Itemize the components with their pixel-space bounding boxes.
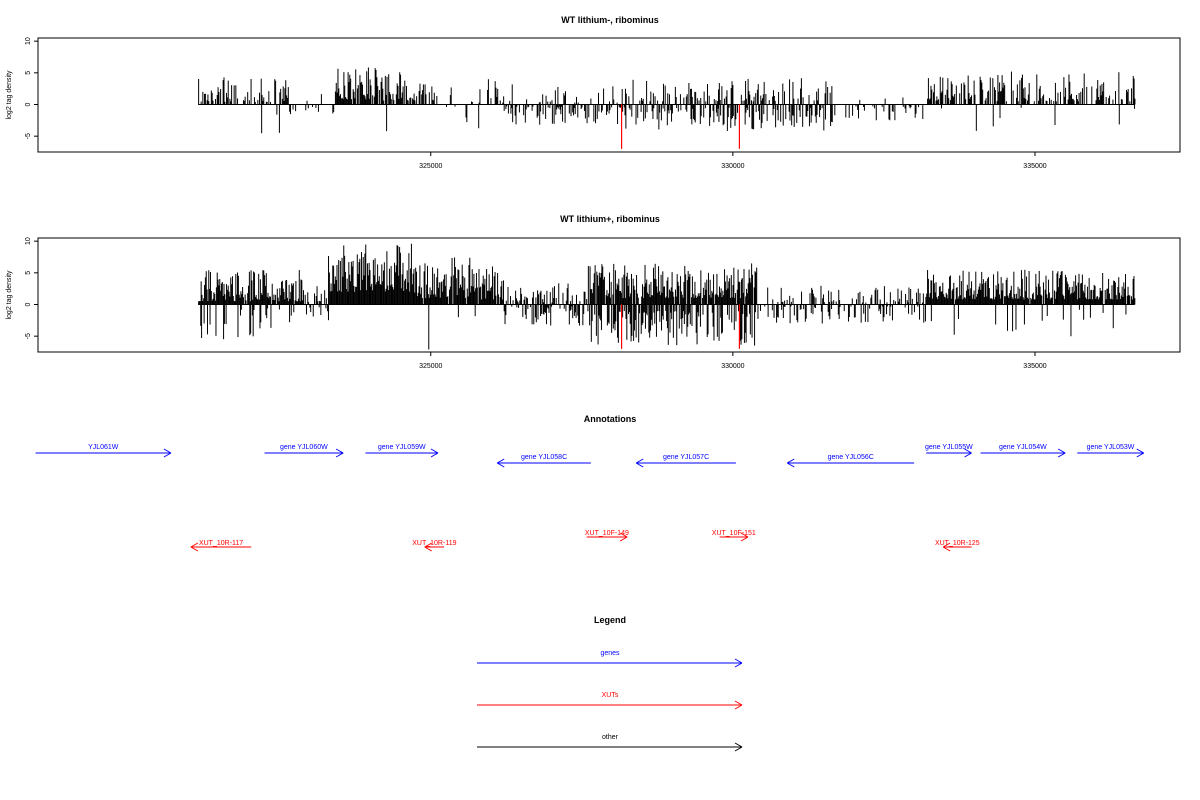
xut-annotations: XUT_10R-117 XUT_10R-119 XUT_10F-149 XUT_10F… [190,530,980,552]
highlight-bars [620,304,741,349]
y-axis-label: log2 tag density [6,70,13,120]
y-tick-label: -5 [25,133,32,139]
y-tick-label: 5 [25,71,32,75]
legend-label: genes [600,650,620,657]
xut-label: XUT_10R-117 [199,540,243,547]
y-tick-label: 0 [25,102,32,106]
track-panel-lithium-minus: WT lithium-, ribominus log2 tag density … [6,15,1181,170]
x-tick-label: 330000 [721,363,744,370]
x-tick-label: 330000 [721,163,744,170]
y-tick-label: -5 [25,333,32,339]
gene-label: gene YJL058C [521,454,567,461]
xut-arrow [190,542,252,552]
gene-arrow [1077,448,1144,458]
legend-items: genes XUTs other [477,650,743,752]
xut-arrow [942,542,972,552]
gene-arrow [365,448,439,458]
y-axis: -5 0 5 10 [25,37,38,139]
gene-arrow [980,448,1066,458]
gene-label: gene YJL059W [378,444,426,451]
x-tick-label: 325000 [419,363,442,370]
y-axis: -5 0 5 10 [25,237,38,339]
density-bars [198,243,1136,350]
gene-arrow [264,448,344,458]
panel-title: WT lithium-, ribominus [561,15,659,25]
gene-arrow [787,458,915,468]
gene-label: gene YJL057C [663,454,709,461]
legend-label: XUTs [602,692,619,699]
track-panel-lithium-plus: WT lithium+, ribominus log2 tag density … [6,214,1181,370]
density-bars [198,67,1136,134]
gene-arrow [496,458,591,468]
x-axis: 325000 330000 335000 [419,352,1047,370]
annotations-panel: Annotations YJL061W gene YJL060W gene YJL0… [35,414,1144,552]
gene-arrow [926,448,972,458]
gene-label: YJL061W [88,444,119,451]
legend-title: Legend [594,615,626,625]
legend-label: other [602,734,619,741]
legend-arrow [477,700,743,710]
legend: Legend genes XUTs other [477,615,743,752]
xut-label: XUT_10R-125 [935,540,980,547]
gene-label: gene YJL060W [280,444,328,451]
y-axis-label: log2 tag density [6,270,13,320]
y-tick-label: 5 [25,271,32,275]
x-tick-label: 325000 [419,163,442,170]
y-tick-label: 10 [25,37,32,45]
x-tick-label: 335000 [1023,163,1046,170]
gene-label: gene YJL056C [828,454,874,461]
annotations-title: Annotations [584,414,637,424]
x-axis: 325000 330000 335000 [419,152,1047,170]
panel-title: WT lithium+, ribominus [560,214,660,224]
gene-label: gene YJL055W [925,444,973,451]
xut-arrow [424,542,445,552]
x-tick-label: 335000 [1023,363,1046,370]
gene-annotations: YJL061W gene YJL060W gene YJL059W gene YJL0… [35,444,1144,468]
highlight-bars [620,104,741,149]
legend-arrow [477,658,743,668]
gene-label: gene YJL053W [1087,444,1135,451]
plot-frame [37,37,1181,153]
xut-label: XUT_10F-151 [712,530,756,537]
gene-arrow [635,458,736,468]
xut-label: XUT_10F-149 [585,530,629,537]
gene-arrow [35,448,172,458]
plot-frame [37,237,1181,353]
y-tick-label: 0 [25,302,32,306]
xut-arrow [586,532,628,542]
gene-label: gene YJL054W [999,444,1047,451]
legend-arrow [477,742,743,752]
y-tick-label: 10 [25,237,32,245]
xut-arrow [719,532,749,542]
xut-label: XUT_10R-119 [412,540,456,547]
